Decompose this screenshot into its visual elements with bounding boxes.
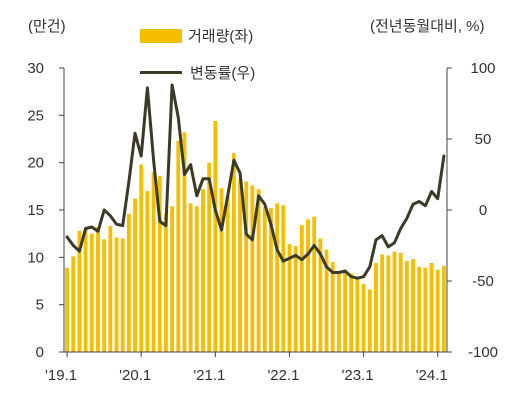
- bar: [201, 189, 205, 352]
- bar: [126, 213, 131, 352]
- bar: [374, 263, 378, 352]
- left-tick-label: 15: [27, 202, 44, 219]
- right-tick-label: 100: [470, 60, 495, 77]
- left-tick-label: 5: [36, 297, 44, 314]
- bar: [404, 261, 409, 352]
- bar: [349, 273, 354, 352]
- bar: [188, 203, 193, 352]
- bar: [281, 205, 286, 352]
- bar: [306, 219, 310, 352]
- x-tick-label: '24.1: [416, 367, 448, 384]
- bar: [176, 140, 181, 352]
- bar: [157, 175, 162, 352]
- x-tick-label: '23.1: [342, 367, 374, 384]
- legend-line-label: 변동률(우): [190, 65, 256, 82]
- bar: [151, 172, 156, 352]
- bar: [361, 283, 366, 352]
- x-tick-label: '21.1: [193, 367, 225, 384]
- bar: [256, 189, 261, 352]
- bar: [231, 153, 236, 352]
- bar: [194, 206, 199, 352]
- right-tick-label: 0: [479, 202, 487, 219]
- bar: [386, 255, 391, 352]
- bar: [89, 233, 94, 352]
- bar: [336, 271, 341, 352]
- bar: [83, 228, 88, 352]
- bar: [102, 239, 107, 352]
- bar: [343, 269, 347, 352]
- bar: [225, 195, 230, 352]
- bar: [114, 237, 119, 352]
- left-axis-unit: (만건): [28, 18, 66, 35]
- bar: [207, 162, 212, 352]
- bar: [96, 227, 100, 352]
- line-series: [65, 83, 446, 280]
- bar: [392, 251, 397, 352]
- bar: [145, 191, 150, 352]
- left-tick-label: 30: [27, 60, 44, 77]
- bar: [435, 269, 440, 352]
- right-axis-unit: (전년동월대비, %): [370, 18, 485, 35]
- bar: [324, 249, 329, 352]
- bar: [77, 230, 82, 352]
- left-tick-label: 25: [27, 107, 44, 124]
- right-tick-label: -50: [472, 273, 494, 290]
- bar: [139, 164, 144, 352]
- bar: [170, 206, 175, 352]
- bar: [262, 207, 267, 352]
- bar: [133, 198, 137, 352]
- bar: [299, 225, 304, 352]
- bar: [312, 216, 317, 352]
- bar: [250, 185, 255, 352]
- right-tick-label: -100: [468, 344, 498, 361]
- bar: [213, 121, 218, 352]
- bar: [318, 238, 323, 352]
- x-tick-label: '20.1: [119, 367, 151, 384]
- bar: [244, 181, 249, 352]
- bar: [120, 238, 125, 352]
- bar: [429, 263, 434, 352]
- legend-bar: 거래량(좌): [140, 25, 253, 46]
- left-tick-label: 10: [27, 249, 44, 266]
- bar: [287, 244, 292, 352]
- bar: [65, 267, 70, 352]
- bar: [71, 256, 76, 352]
- x-tick-label: '19.1: [45, 367, 77, 384]
- bar: [411, 259, 415, 352]
- legend-bar-label: 거래량(좌): [188, 28, 254, 45]
- legend-bar-swatch: [140, 28, 182, 43]
- bar: [380, 254, 385, 352]
- legend-line-swatch: [140, 71, 182, 74]
- bar: [108, 226, 113, 352]
- x-tick-label: '22.1: [267, 367, 299, 384]
- bar: [417, 266, 422, 352]
- bar: [367, 289, 372, 352]
- legend-line: 변동률(우): [140, 62, 255, 83]
- bar: [275, 203, 280, 352]
- right-tick-label: 50: [475, 131, 492, 148]
- bar: [269, 208, 273, 352]
- bar: [164, 213, 168, 352]
- bar: [182, 132, 187, 352]
- bar: [355, 277, 360, 352]
- left-tick-label: 0: [36, 344, 44, 361]
- bar: [330, 262, 335, 352]
- bar: [238, 178, 242, 352]
- bar: [293, 245, 298, 352]
- left-tick-label: 20: [27, 155, 44, 172]
- bar: [398, 252, 403, 352]
- bar: [423, 267, 428, 352]
- bar: [441, 265, 446, 352]
- bar: [219, 188, 224, 352]
